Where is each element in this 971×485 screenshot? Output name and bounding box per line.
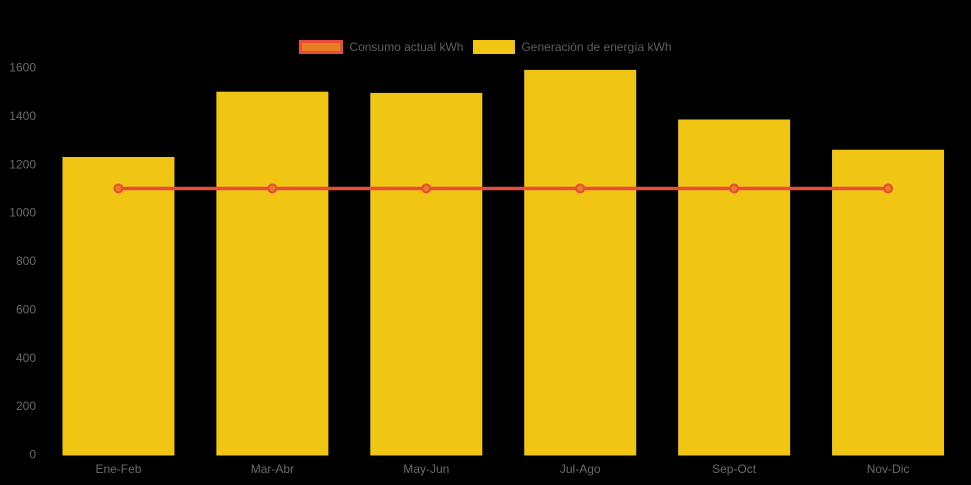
y-axis-tick-label: 1400 bbox=[9, 109, 36, 123]
y-axis-tick-label: 1200 bbox=[9, 157, 36, 171]
legend-label-generacion-energia: Generación de energía kWh bbox=[521, 40, 672, 54]
line-point-Nov-Dic[interactable] bbox=[883, 183, 894, 194]
line-point-May-Jun[interactable] bbox=[421, 183, 432, 194]
x-axis-tick-label: May-Jun bbox=[403, 462, 449, 476]
y-axis-tick-label: 1600 bbox=[9, 61, 36, 75]
legend-item-generacion-energia[interactable]: Generación de energía kWh bbox=[473, 40, 672, 54]
y-axis-tick-label: 800 bbox=[16, 254, 36, 268]
x-axis-tick-label: Ene-Feb bbox=[95, 462, 141, 476]
legend-item-consumo-actual[interactable]: Consumo actual kWh bbox=[299, 40, 463, 54]
bar-Mar-Abr[interactable] bbox=[216, 91, 329, 456]
legend-swatch-line-icon bbox=[299, 40, 344, 54]
x-axis-tick-label: Sep-Oct bbox=[712, 462, 757, 476]
line-point-Jul-Ago[interactable] bbox=[575, 183, 586, 194]
chart-legend: Consumo actual kWh Generación de energía… bbox=[0, 40, 971, 54]
y-axis-tick-label: 1000 bbox=[9, 206, 36, 220]
y-axis-tick-label: 600 bbox=[16, 302, 36, 316]
y-axis-tick-label: 200 bbox=[16, 399, 36, 413]
bar-Jul-Ago[interactable] bbox=[524, 69, 637, 456]
line-point-Mar-Abr[interactable] bbox=[267, 183, 278, 194]
x-axis-tick-label: Jul-Ago bbox=[560, 462, 601, 476]
bar-Ene-Feb[interactable] bbox=[62, 156, 175, 456]
bar-Nov-Dic[interactable] bbox=[832, 149, 945, 456]
line-point-Ene-Feb[interactable] bbox=[113, 183, 124, 194]
bar-Sep-Oct[interactable] bbox=[678, 119, 791, 456]
bar-May-Jun[interactable] bbox=[370, 92, 483, 456]
y-axis-tick-label: 400 bbox=[16, 351, 36, 365]
line-point-Sep-Oct[interactable] bbox=[729, 183, 740, 194]
legend-label-consumo-actual: Consumo actual kWh bbox=[349, 40, 464, 54]
x-axis-tick-label: Mar-Abr bbox=[251, 462, 294, 476]
x-axis-tick-label: Nov-Dic bbox=[867, 462, 910, 476]
legend-swatch-bar-icon bbox=[473, 40, 516, 54]
y-axis-tick-label: 0 bbox=[29, 448, 36, 462]
